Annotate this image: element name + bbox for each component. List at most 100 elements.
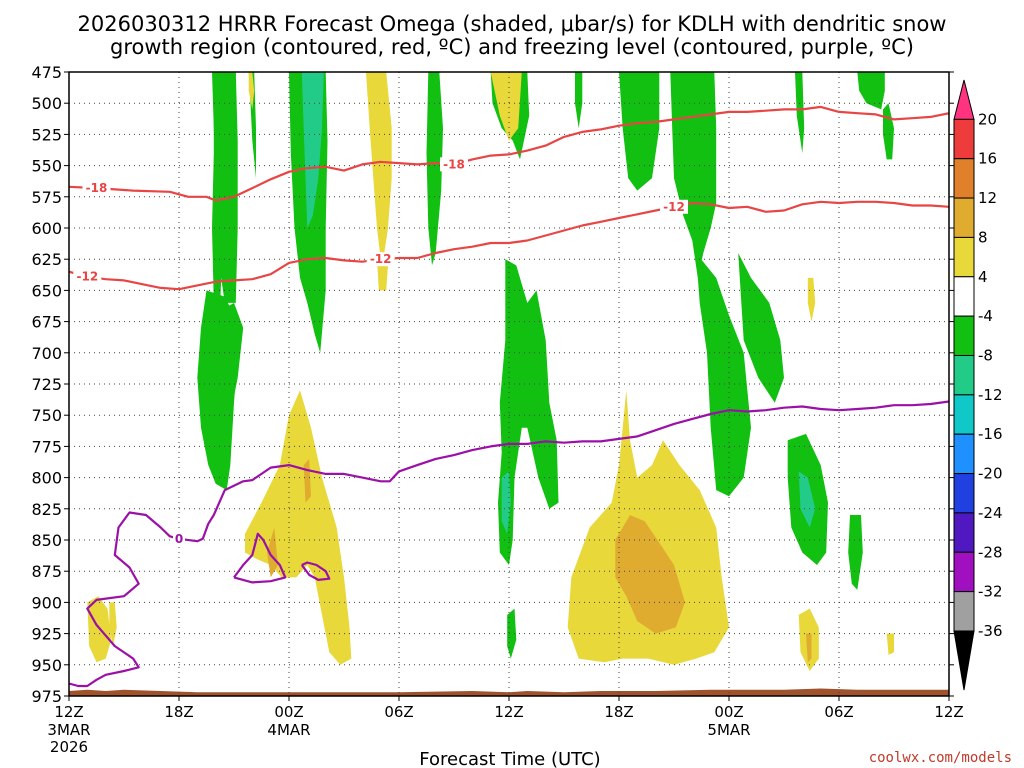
dendritic-label-bg-0-1 — [440, 157, 468, 172]
y-tick-label-11: 750 — [31, 406, 62, 425]
x-tick-date-0: 3MAR — [47, 721, 90, 739]
x-tick-year-0: 2026 — [50, 738, 88, 756]
x-tick-label-5: 18Z — [604, 703, 633, 721]
colorbar-label-4: 4 — [978, 268, 988, 286]
colorbar-label-7: -12 — [978, 386, 1003, 404]
y-tick-label-8: 675 — [31, 313, 62, 332]
colorbar-label-11: -28 — [978, 543, 1003, 561]
x-axis-label: Forecast Time (UTC) — [419, 749, 600, 768]
omega-region-14 — [670, 72, 717, 278]
dendritic-label-bg-1-1 — [366, 252, 395, 267]
omega-region-22 — [848, 515, 863, 590]
omega-region-33 — [807, 277, 816, 322]
contour-layer: -18 -18 -12 -12 -12 0 — [69, 105, 949, 688]
colorbar-label-8: -16 — [978, 425, 1003, 443]
dendritic-label-bg-0-0 — [82, 181, 111, 196]
dendritic-contour-1 — [69, 200, 949, 291]
omega-region-35 — [267, 527, 278, 578]
dendritic-label-bg-1-0 — [73, 269, 102, 284]
y-tick-label-12: 775 — [31, 437, 62, 456]
y-tick-label-20: 975 — [31, 687, 62, 706]
dendritic-contour-label-0-1: -18 — [443, 157, 465, 171]
y-tick-label-14: 825 — [31, 500, 62, 519]
grid-layer — [69, 72, 949, 696]
dendritic-contour-label-1-1: -12 — [370, 252, 392, 266]
omega-region-9 — [498, 259, 559, 565]
y-tick-label-0: 475 — [31, 63, 62, 82]
colorbar-box-8 — [953, 394, 975, 435]
freezing-contour-0 — [69, 400, 949, 688]
omega-region-34 — [615, 515, 685, 634]
x-tick-label-2: 00Z — [274, 703, 303, 721]
omega-shading-layer — [87, 72, 894, 671]
colorbar-box-6 — [953, 315, 975, 356]
y-tick-label-9: 700 — [31, 344, 62, 363]
omega-region-29 — [109, 602, 117, 647]
colorbar-box-1 — [953, 118, 975, 160]
colorbar-box-2 — [953, 158, 975, 199]
colorbar-box-9 — [953, 433, 975, 475]
dendritic-contour-label-0-0: -18 — [86, 181, 108, 195]
omega-region-15 — [696, 253, 751, 497]
x-tick-label-4: 12Z — [494, 703, 523, 721]
freezing-contour-2 — [300, 561, 331, 582]
colorbar-label-1: 16 — [978, 150, 997, 168]
credit-text: coolwx.com/models — [869, 750, 1012, 766]
y-tick-label-15: 850 — [31, 531, 62, 550]
colorbar-box-3 — [953, 197, 975, 238]
x-tick-label-8: 12Z — [934, 703, 963, 721]
y-tick-label-16: 875 — [31, 562, 62, 581]
y-tick-label-10: 725 — [31, 375, 62, 394]
y-tick-label-5: 600 — [31, 219, 62, 238]
colorbar-box-10 — [953, 473, 975, 514]
colorbar-box-5 — [953, 276, 975, 317]
colorbar: 20 16 12 8 4 -4 -8 -12 -16 -20 -24 -28 -32 -36 — [953, 79, 1003, 691]
terrain-layer — [69, 688, 949, 696]
dendritic-contour-label-1-2: -12 — [663, 200, 685, 214]
x-tick-label-0: 12Z — [54, 703, 83, 721]
y-tick-label-3: 550 — [31, 157, 62, 176]
y-tick-label-13: 800 — [31, 469, 62, 488]
colorbar-label-2: 12 — [978, 189, 997, 207]
x-tick-label-1: 18Z — [164, 703, 193, 721]
colorbar-label-13: -36 — [978, 622, 1003, 640]
omega-region-37 — [806, 633, 812, 663]
omega-region-12 — [575, 72, 583, 129]
colorbar-label-10: -24 — [978, 504, 1003, 522]
y-tick-label-18: 925 — [31, 625, 62, 644]
chart-title-line1: 2026030312 HRRR Forecast Omega (shaded, … — [78, 12, 947, 36]
y-tick-label-19: 950 — [31, 656, 62, 675]
colorbar-label-0: 20 — [978, 110, 997, 128]
y-tick-label-4: 575 — [31, 188, 62, 207]
colorbar-bottom-arrow — [953, 630, 975, 691]
chart-title-line2: growth region (contoured, red, ºC) and f… — [110, 35, 914, 59]
omega-region-32 — [886, 633, 894, 655]
omega-region-1 — [212, 302, 244, 416]
colorbar-top-arrow — [953, 79, 975, 120]
omega-region-19 — [883, 103, 894, 160]
y-tick-label-17: 900 — [31, 593, 62, 612]
omega-region-23 — [248, 72, 255, 110]
colorbar-label-5: -4 — [978, 307, 993, 325]
omega-region-18 — [857, 72, 885, 110]
x-tick-label-6: 00Z — [714, 703, 743, 721]
omega-region-27 — [245, 390, 352, 665]
x-tick-label-3: 06Z — [384, 703, 413, 721]
y-tick-label-1: 500 — [31, 94, 62, 113]
omega-region-21 — [798, 471, 816, 528]
y-axis: 475 500 525 550 575 600 625 650 675 700 725 750 775 8… — [31, 63, 954, 706]
colorbar-label-6: -8 — [978, 346, 993, 364]
omega-region-26 — [490, 72, 522, 141]
colorbar-box-11 — [953, 512, 975, 553]
colorbar-box-13 — [953, 591, 975, 632]
colorbar-label-12: -32 — [978, 583, 1003, 601]
omega-region-25 — [377, 259, 388, 291]
x-tick-date-2: 4MAR — [267, 721, 310, 739]
colorbar-box-7 — [953, 354, 975, 396]
omega-region-24 — [366, 72, 392, 260]
omega-region-17 — [795, 72, 805, 154]
freezing-label-bg-0-0 — [173, 531, 185, 546]
freezing-contour-1 — [233, 532, 287, 584]
